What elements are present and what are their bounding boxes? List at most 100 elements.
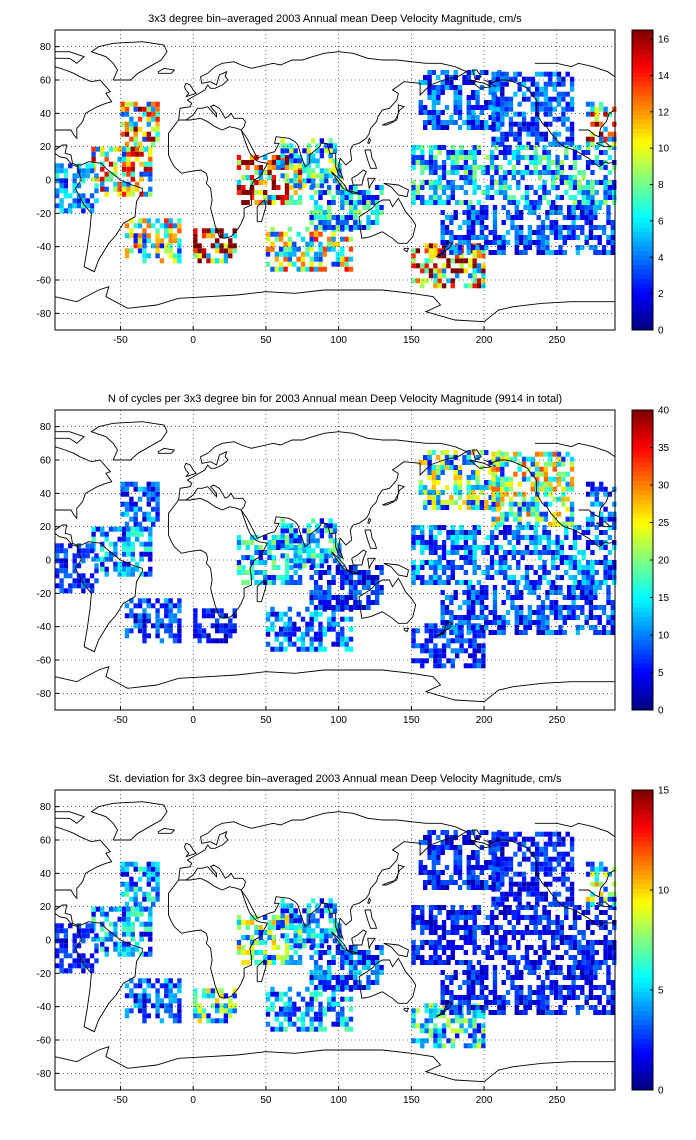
data-cell xyxy=(337,168,342,174)
data-cell xyxy=(415,263,421,269)
data-cell xyxy=(249,555,255,560)
colorbar-tick-label: 0 xyxy=(658,706,664,717)
data-cell xyxy=(245,555,250,560)
data-cell xyxy=(466,610,471,615)
data-cell xyxy=(523,615,528,620)
data-cell xyxy=(366,605,371,610)
data-cell xyxy=(594,535,599,540)
data-cell xyxy=(415,160,421,165)
data-cell xyxy=(542,180,547,185)
data-cell xyxy=(254,180,259,185)
data-cell xyxy=(463,155,469,160)
data-cell xyxy=(537,535,543,540)
colorbar-segment xyxy=(632,109,653,115)
data-cell xyxy=(450,145,455,150)
data-cell xyxy=(440,460,445,465)
data-cell xyxy=(433,1008,438,1014)
data-cell xyxy=(466,240,471,245)
data-cell xyxy=(232,623,237,629)
data-cell xyxy=(585,190,591,195)
data-cell xyxy=(424,180,429,185)
data-cell xyxy=(476,150,482,155)
data-cell xyxy=(309,236,314,242)
data-cell xyxy=(322,631,327,637)
y-tick-label: 60 xyxy=(40,76,52,87)
colorbar-segment xyxy=(632,588,653,594)
data-cell xyxy=(124,521,130,527)
data-cell xyxy=(603,575,608,580)
data-cell xyxy=(155,218,160,224)
data-cell xyxy=(610,630,615,635)
data-cell xyxy=(418,105,423,110)
colorbar-segment xyxy=(632,133,653,139)
data-cell xyxy=(327,945,332,950)
data-cell xyxy=(300,616,306,622)
data-cell xyxy=(545,615,550,620)
data-cell xyxy=(476,580,482,585)
data-cell xyxy=(561,841,566,847)
data-cell xyxy=(319,553,325,559)
colorbar-segment xyxy=(632,203,653,209)
data-cell xyxy=(76,183,82,189)
data-cell xyxy=(561,96,566,102)
data-cell xyxy=(561,856,566,862)
data-cell xyxy=(297,575,303,580)
data-cell xyxy=(72,188,77,194)
colorbar-segment xyxy=(632,560,653,566)
data-cell xyxy=(501,630,506,635)
data-cell xyxy=(510,215,515,220)
data-cell xyxy=(415,535,421,540)
data-cell xyxy=(433,200,438,205)
data-cell xyxy=(463,175,469,180)
data-cell xyxy=(475,615,480,620)
data-cell xyxy=(331,231,336,237)
coastline xyxy=(367,517,372,524)
data-cell xyxy=(594,570,599,575)
data-cell xyxy=(146,111,151,117)
data-cell xyxy=(513,121,518,127)
data-cell xyxy=(519,590,524,595)
data-cell xyxy=(472,633,477,639)
data-cell xyxy=(219,228,224,234)
data-cell xyxy=(297,183,303,189)
data-cell xyxy=(491,501,496,507)
data-cell xyxy=(322,266,327,272)
data-cell xyxy=(332,543,338,549)
data-cell xyxy=(433,190,438,195)
data-cell xyxy=(543,881,549,887)
colorbar-segment xyxy=(632,653,653,659)
colorbar-tick-label: 10 xyxy=(658,144,670,155)
data-cell xyxy=(133,131,138,137)
data-cell xyxy=(433,643,438,649)
data-cell xyxy=(520,170,525,175)
data-cell xyxy=(569,121,575,127)
data-cell xyxy=(155,613,160,619)
data-cell xyxy=(559,175,565,180)
data-cell xyxy=(315,903,320,909)
coastlines xyxy=(54,421,616,703)
data-cell xyxy=(513,111,518,117)
data-cell xyxy=(126,561,131,567)
data-cell xyxy=(318,600,323,605)
data-cell xyxy=(446,643,451,649)
data-cell xyxy=(130,166,135,172)
data-cell xyxy=(495,476,501,482)
data-cell xyxy=(197,1018,202,1024)
data-cell xyxy=(328,168,333,174)
data-cell xyxy=(491,91,496,97)
data-cell xyxy=(449,610,454,615)
data-cell xyxy=(129,886,134,892)
data-cell xyxy=(133,891,138,897)
data-cell xyxy=(94,553,99,559)
data-cell xyxy=(498,150,503,155)
data-cell xyxy=(594,180,599,185)
data-cell xyxy=(296,646,301,652)
colorbar-segment xyxy=(632,264,653,270)
data-cell xyxy=(327,225,332,230)
data-cell xyxy=(236,925,242,930)
data-cell xyxy=(440,840,445,845)
data-cell xyxy=(472,160,477,165)
data-cell xyxy=(561,501,566,507)
data-cell xyxy=(521,871,527,877)
data-cell xyxy=(552,521,557,527)
